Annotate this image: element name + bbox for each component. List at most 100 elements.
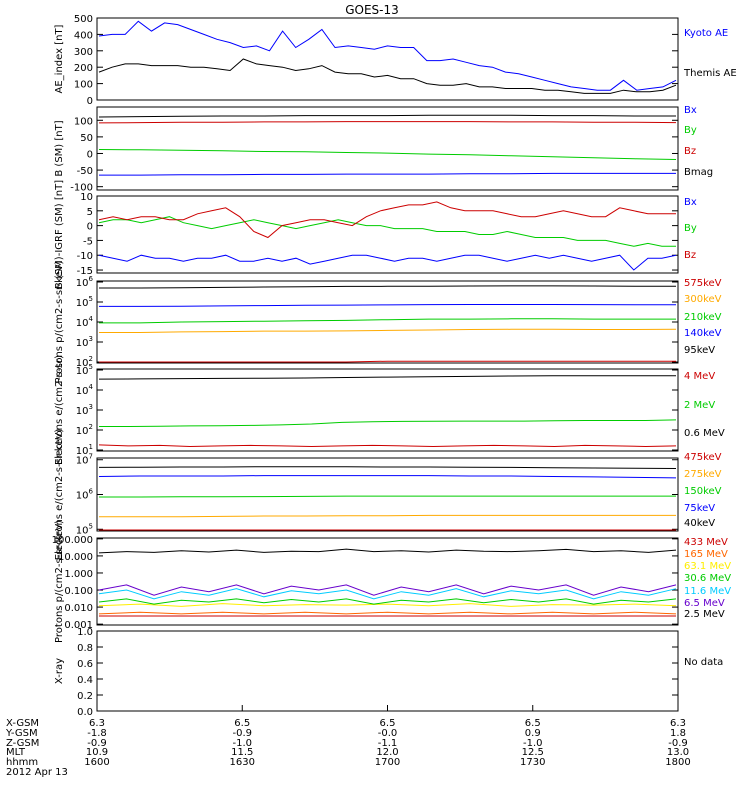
xaxis-row-label: MLT (6, 747, 26, 758)
legend-label: By (684, 223, 697, 234)
legend-label: 210keV (684, 312, 722, 323)
series-line-165-mev (98, 611, 677, 615)
ylabel-panel-0: AE_index [nT] (54, 24, 65, 93)
xaxis-value: -0.0 (378, 728, 398, 739)
xaxis-value: -1.8 (87, 728, 107, 739)
panel-frame-2 (96, 195, 679, 274)
xaxis-row-label: 2012 Apr 13 (6, 767, 68, 778)
series-line-40kev (98, 466, 677, 469)
legend-label: 0.6 MeV (684, 428, 725, 439)
series-line-by (98, 149, 677, 160)
ytick-label: 1.000 (64, 569, 93, 580)
series-line-2.5-mev (98, 548, 677, 554)
legend-label: 140keV (684, 328, 722, 339)
legend-label: Themis AE (683, 68, 737, 79)
xaxis-value: -0.9 (87, 738, 107, 749)
panel-frame-7 (96, 630, 679, 712)
ylabel-panel-6: Protons p/(cm2-s-sr-keV) (54, 520, 65, 643)
xaxis-value: 0.9 (525, 728, 541, 739)
ytick-label: 0.6 (77, 659, 93, 670)
ytick-label: 106 (76, 275, 94, 289)
xaxis-value: 13.0 (667, 747, 689, 758)
legend-label: Bx (684, 197, 697, 208)
xaxis-value: 6.5 (234, 718, 250, 729)
panel-frame-1 (96, 106, 679, 191)
series-line-6.5-mev (98, 584, 677, 596)
xaxis-row-label: X-GSM (6, 718, 39, 729)
legend-label: By (684, 125, 697, 136)
no-data-note: No data (684, 657, 723, 668)
series-line-2-mev (99, 419, 677, 427)
ytick-label: 0.0 (77, 707, 93, 718)
legend-label: 63.1 MeV (684, 561, 731, 572)
ytick-label: 0.8 (77, 643, 93, 654)
ytick-label: 0 (87, 222, 93, 233)
ytick-label: 300 (74, 47, 93, 58)
xaxis-value: -1.1 (378, 738, 398, 749)
ytick-label: 106 (76, 488, 94, 502)
ytick-label: 0.100 (64, 586, 93, 597)
ytick-label: 107 (76, 453, 93, 467)
xaxis-value: -0.9 (232, 728, 252, 739)
series-line-0.6-mev (98, 375, 676, 380)
ytick-label: 50 (80, 133, 93, 144)
ytick-label: 105 (76, 363, 93, 377)
legend-label: Bz (684, 146, 696, 157)
ytick-label: 0.001 (64, 620, 93, 631)
series-line-75kev (98, 475, 677, 479)
ytick-label: 0.2 (77, 691, 93, 702)
legend-label: 575keV (684, 278, 722, 289)
ytick-label: 103 (76, 403, 93, 417)
ytick-label: 10 (80, 192, 93, 203)
legend-label: 300keV (684, 294, 722, 305)
panel-frame-0 (96, 17, 679, 101)
legend-label: Kyoto AE (684, 28, 728, 39)
panel-frame-5 (96, 457, 679, 532)
series-line-bx (99, 172, 676, 176)
ytick-label: 103 (76, 335, 93, 349)
ylabel-panel-7: X-ray (54, 658, 65, 684)
series-line-63.1-mev (98, 603, 677, 607)
series-line-bz (98, 201, 676, 239)
legend-label: 475keV (684, 452, 722, 463)
xaxis-value: 1600 (84, 757, 109, 768)
panel-frame-6 (96, 537, 679, 626)
xaxis-value: 6.3 (670, 718, 686, 729)
ytick-label: 100 (74, 80, 93, 91)
ytick-label: -100 (70, 183, 93, 194)
series-line-by (98, 216, 676, 247)
ytick-label: 1.0 (77, 627, 93, 638)
xaxis-value: 6.3 (89, 718, 105, 729)
ytick-label: 400 (74, 30, 93, 41)
series-line-bmag (98, 114, 676, 118)
ytick-label: 0.4 (77, 675, 93, 686)
xaxis-value: 1630 (230, 757, 255, 768)
xaxis-value: 10.9 (86, 747, 108, 758)
ytick-label: 500 (74, 14, 93, 25)
ytick-label: 200 (74, 63, 93, 74)
legend-label: 95keV (684, 345, 715, 356)
panel-frame-4 (96, 368, 679, 452)
xaxis-value: 11.5 (231, 747, 253, 758)
ylabel-panel-1: B (SM) [nT] (54, 120, 65, 176)
ytick-label: 102 (76, 355, 93, 369)
xaxis-value: 6.5 (380, 718, 396, 729)
xaxis-value: 12.5 (522, 747, 544, 758)
xaxis-value: -1.0 (232, 738, 252, 749)
legend-label: 75keV (684, 503, 715, 514)
xaxis-value: 1.8 (670, 728, 686, 739)
ytick-label: 100 (74, 116, 93, 127)
legend-label: 2 MeV (684, 400, 715, 411)
series-line-275kev (99, 514, 676, 518)
ytick-label: 105 (76, 522, 93, 536)
series-line-bz (98, 121, 677, 124)
ytick-label: -5 (83, 236, 93, 247)
legend-label: 30.6 MeV (684, 573, 731, 584)
xaxis-value: 6.5 (525, 718, 541, 729)
ytick-label: 104 (76, 315, 94, 329)
xaxis-value: -0.9 (668, 738, 688, 749)
legend-label: 4 MeV (684, 371, 715, 382)
series-line-210kev (99, 318, 676, 324)
xaxis-row-label: Y-GSM (5, 728, 38, 739)
